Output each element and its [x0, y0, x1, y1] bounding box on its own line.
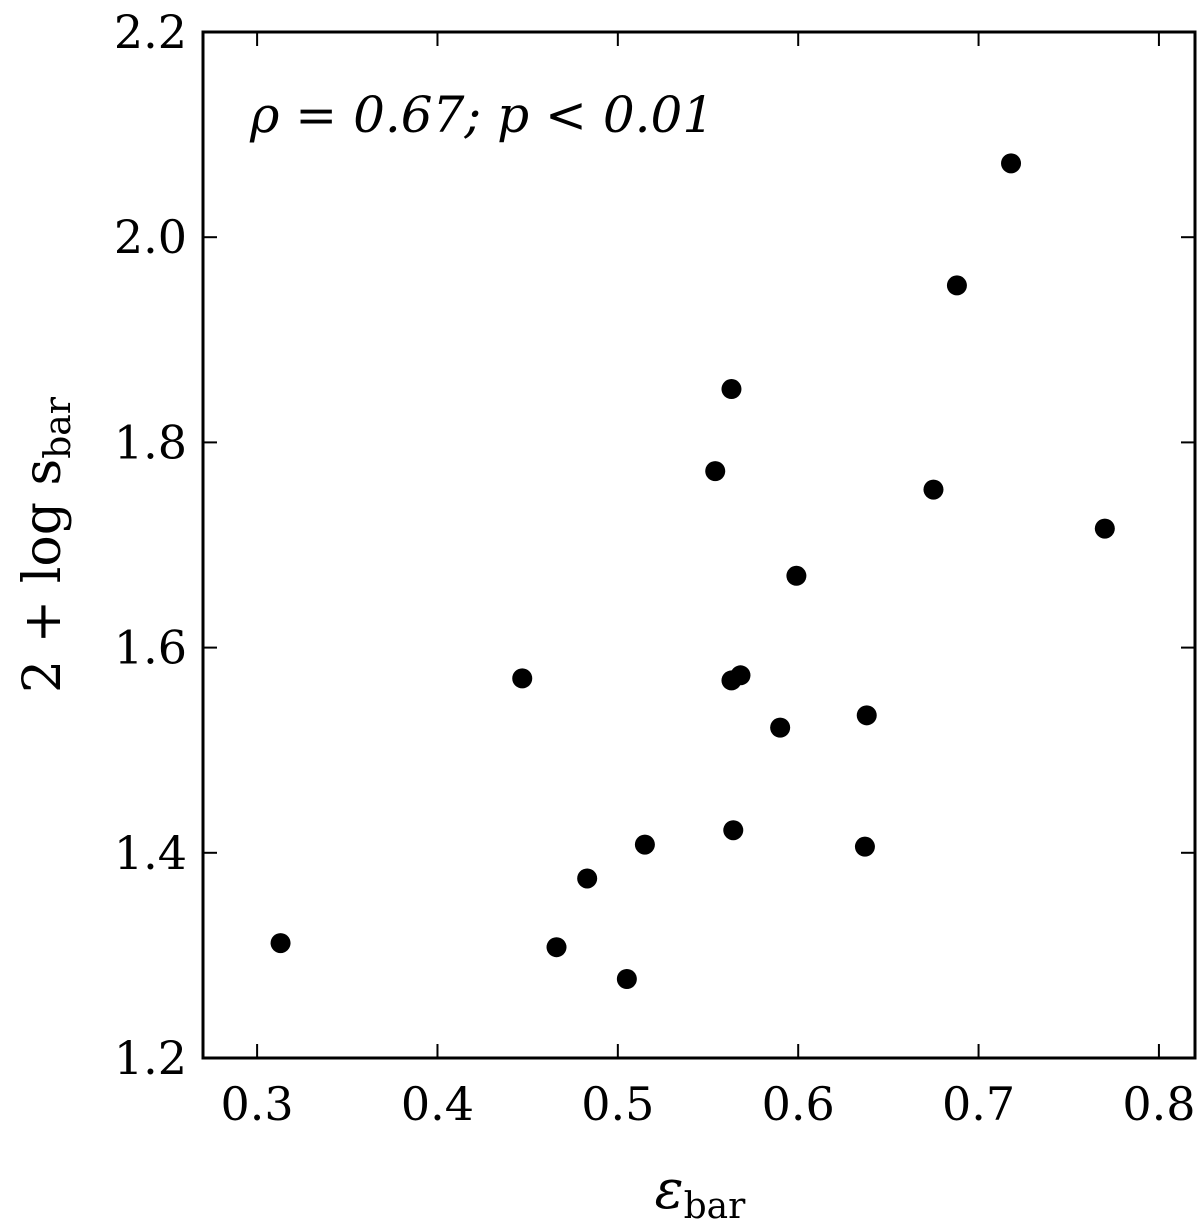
- data-points: [270, 153, 1115, 989]
- y-tick-label: 1.6: [114, 621, 187, 675]
- y-tick-label: 1.2: [114, 1031, 187, 1085]
- plot-frame: [201, 30, 1197, 1060]
- x-tick-label: 0.4: [401, 1077, 474, 1131]
- y-tick-label: 2.0: [114, 210, 187, 264]
- y-axis-label: 2 + log sbar: [13, 396, 79, 693]
- data-point: [577, 868, 598, 889]
- axis-ticks: 0.3 0.4 0.5 0.6 0.7 0.8 1.2 1.4 1.6 1.8 2.0 2.2: [114, 5, 1196, 1131]
- data-point: [923, 479, 944, 500]
- x-axis-label-main: ε: [655, 1158, 684, 1221]
- x-tick-label: 0.5: [581, 1077, 654, 1131]
- y-tick-label: 2.2: [114, 5, 187, 59]
- data-point: [546, 937, 567, 958]
- data-point: [786, 565, 807, 586]
- data-point: [1001, 153, 1022, 174]
- data-point: [770, 717, 791, 738]
- data-point: [854, 836, 875, 857]
- y-axis-label-main: 2 + log s: [13, 459, 73, 693]
- x-tick-label: 0.6: [762, 1077, 835, 1131]
- data-point: [616, 968, 637, 989]
- y-tick-label: 1.8: [114, 415, 187, 469]
- y-axis-label-sub: bar: [38, 396, 79, 459]
- correlation-annotation: ρ = 0.67; p < 0.01: [249, 86, 714, 144]
- data-point: [270, 933, 291, 954]
- data-point: [946, 275, 967, 296]
- data-point: [1094, 518, 1115, 539]
- data-point: [512, 668, 533, 689]
- data-point: [730, 665, 751, 686]
- data-point: [634, 834, 655, 855]
- y-tick-label: 1.4: [114, 826, 187, 880]
- data-point: [856, 705, 877, 726]
- x-axis-label-sub: bar: [684, 1186, 747, 1225]
- x-axis-label: εbar: [655, 1158, 746, 1225]
- data-point: [705, 461, 726, 482]
- x-tick-label: 0.7: [942, 1077, 1015, 1131]
- x-tick-label: 0.8: [1122, 1077, 1195, 1131]
- data-point: [721, 379, 742, 400]
- x-tick-label: 0.3: [221, 1077, 294, 1131]
- data-point: [723, 820, 744, 841]
